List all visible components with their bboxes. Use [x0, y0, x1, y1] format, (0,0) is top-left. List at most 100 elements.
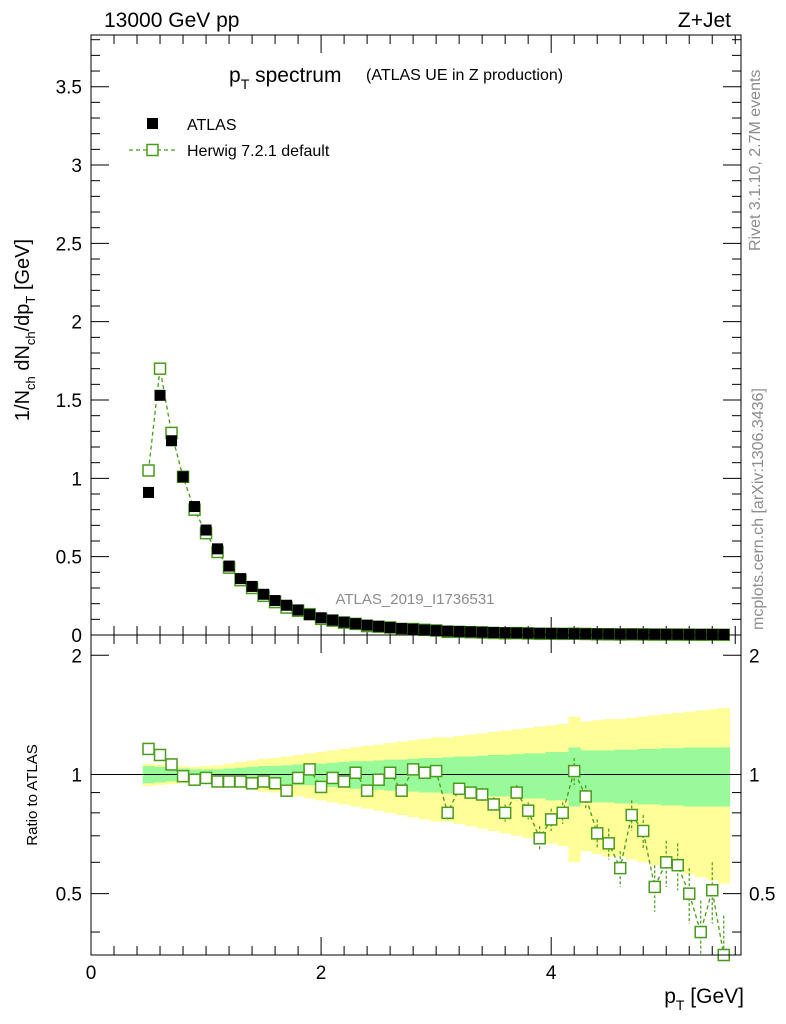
ratio-herwig-point — [452, 782, 466, 796]
main-y-tick-label: 3.5 — [56, 78, 82, 99]
atlas-point — [695, 628, 707, 640]
legend-atlas-label: ATLAS — [187, 117, 237, 134]
inner-band-segment — [533, 753, 547, 799]
ratio-herwig-point — [257, 775, 270, 788]
inner-band-segment — [441, 757, 454, 794]
legend-atlas-marker — [147, 118, 158, 129]
ratio-herwig-point — [567, 764, 581, 778]
ratio-herwig-point — [533, 832, 546, 845]
ratio-herwig-point — [590, 827, 604, 840]
ratio-herwig-point — [636, 824, 650, 838]
ratio-herwig-point — [510, 786, 523, 799]
ratio-herwig-point — [487, 798, 500, 811]
atlas-point — [683, 628, 695, 640]
atlas-point — [212, 543, 224, 555]
ratio-y-tick-label-right: 2 — [749, 646, 760, 667]
mcplots-label: mcplots.cern.ch [arXiv:1306.3436] — [750, 388, 767, 630]
ratio-herwig-point — [395, 784, 408, 797]
main-y-tick-label: 3 — [71, 156, 82, 177]
x-tick-label: 4 — [546, 963, 557, 984]
atlas-point — [338, 616, 350, 628]
main-y-tick-label: 2 — [71, 313, 82, 334]
ratio-herwig-point — [464, 786, 477, 799]
ratio-y-tick-label: 1 — [71, 765, 82, 786]
x-tick-label: 2 — [316, 963, 327, 984]
atlas-point — [223, 560, 235, 572]
rivet-version-label: Rivet 3.1.10, 2.7M events — [747, 70, 764, 251]
ratio-herwig-point — [441, 806, 454, 820]
inner-band-segment — [625, 749, 639, 804]
ratio-herwig-point — [383, 766, 397, 779]
inner-band-segment — [602, 750, 616, 803]
ratio-herwig-point — [165, 758, 178, 771]
main-y-tick-label: 1.5 — [56, 391, 82, 412]
inner-band-segment — [499, 754, 512, 797]
atlas-point — [511, 627, 523, 639]
main-y-tick-label: 0 — [71, 626, 82, 647]
inner-band-segment — [556, 751, 570, 801]
x-tick-labels: 0 2 4 — [86, 963, 557, 984]
atlas-point — [258, 588, 270, 600]
ratio-herwig-point — [360, 784, 374, 797]
main-y-tick-label: 1 — [71, 469, 82, 490]
inner-band-segment — [671, 748, 685, 806]
ratio-herwig-point — [521, 804, 535, 817]
atlas-point — [522, 627, 534, 639]
atlas-point — [453, 626, 465, 638]
atlas-point — [350, 618, 362, 630]
ratio-herwig-point — [544, 813, 558, 826]
ratio-herwig-point — [176, 769, 190, 783]
ratio-herwig-point — [418, 766, 431, 779]
ratio-herwig-point — [556, 806, 569, 820]
ratio-herwig-point — [280, 784, 293, 797]
ratio-herwig-point — [498, 806, 512, 820]
ratio-herwig-point — [245, 777, 259, 790]
ratio-uncertainty-bands — [142, 708, 731, 884]
inner-band-segment — [395, 759, 408, 791]
ratio-y-tick-label: 0.5 — [56, 885, 82, 906]
main-y-tick-label: 2.5 — [56, 234, 82, 255]
ratio-herwig-point — [659, 856, 673, 869]
x-axis-label: pT [GeV] — [664, 985, 744, 1013]
inner-band-segment — [717, 747, 731, 807]
ratio-herwig-point — [602, 837, 615, 850]
inner-band-segment — [637, 748, 650, 805]
ratio-herwig-point — [337, 775, 351, 788]
atlas-point — [143, 486, 155, 498]
ratio-herwig-point — [579, 790, 592, 803]
atlas-point — [430, 625, 442, 637]
ratio-herwig-point — [648, 880, 661, 894]
main-axis-ticks — [90, 35, 741, 636]
atlas-point — [304, 609, 316, 621]
atlas-point — [407, 623, 419, 635]
inner-band-segment — [545, 751, 558, 801]
inner-band-segment — [464, 756, 477, 795]
inner-band-segment — [476, 755, 489, 796]
atlas-point — [396, 622, 408, 634]
atlas-point — [200, 524, 212, 536]
ratio-herwig-point — [211, 775, 224, 788]
ratio-herwig-point — [234, 775, 247, 788]
herwig-point — [142, 464, 155, 477]
inner-band-segment — [614, 749, 627, 804]
ratio-herwig-point — [372, 773, 385, 786]
atlas-point — [281, 599, 293, 611]
ratio-herwig-point — [349, 766, 362, 779]
inner-band-segment — [487, 754, 501, 797]
ratio-herwig-point — [314, 780, 328, 794]
atlas-point — [292, 604, 304, 616]
atlas-point — [568, 628, 580, 640]
atlas-point — [361, 619, 373, 631]
atlas-point — [637, 628, 649, 640]
ratio-y-tick-label-right: 1 — [749, 765, 760, 786]
ratio-data-points — [142, 742, 730, 962]
ratio-herwig-point — [199, 771, 213, 785]
plot-title: pT spectrum — [229, 64, 341, 92]
plot-subtitle: (ATLAS UE in Z production) — [366, 67, 563, 84]
ratio-herwig-point — [291, 771, 305, 785]
atlas-point — [591, 628, 603, 640]
main-y-axis-label: 1/Nch dNch/dpT [GeV] — [12, 239, 38, 421]
main-y-tick-label: 0.5 — [56, 548, 82, 569]
atlas-point — [718, 628, 730, 640]
